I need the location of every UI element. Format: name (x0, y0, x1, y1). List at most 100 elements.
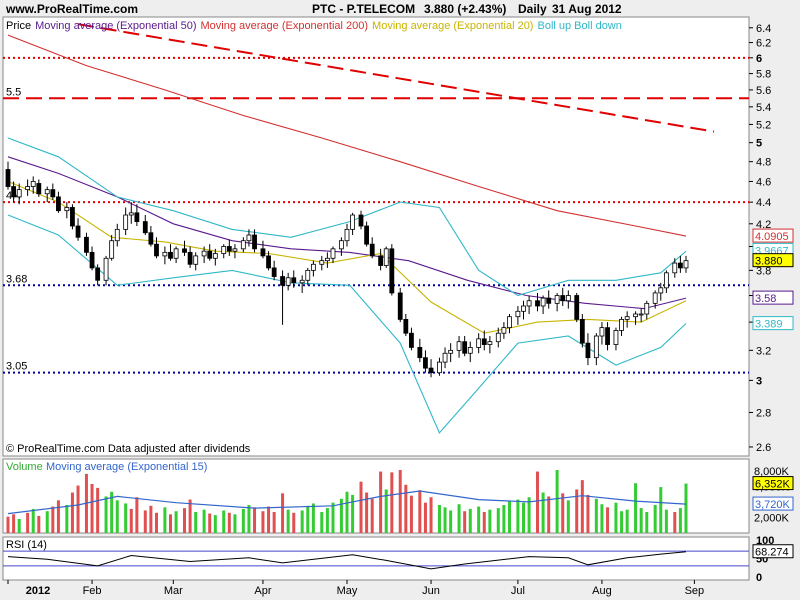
volume-bar-80 (527, 497, 531, 533)
candle-body-102 (672, 262, 678, 274)
candle-body-23 (154, 243, 159, 257)
candle-body-68 (448, 349, 454, 354)
volume-ma-badge-box (752, 496, 794, 511)
candle-body-0 (5, 169, 11, 187)
rsi-polyline (7, 551, 687, 570)
resistance-trendline (77, 23, 715, 133)
candle-body-28 (187, 251, 193, 265)
candle-body-79 (521, 305, 526, 312)
candle-body-74 (487, 341, 493, 345)
site-name[interactable]: www.ProRealTime.com (5, 2, 138, 16)
volume-bar-13 (90, 484, 94, 533)
volume-bar-99 (653, 505, 657, 533)
volume-bar-76 (502, 505, 506, 533)
volume-bar-19 (129, 508, 133, 533)
price-badge-label-3: 3.58 (755, 293, 776, 305)
volume-bar-6 (45, 511, 49, 533)
volume-bar-3 (26, 512, 30, 533)
x-tick-label-3: Apr (254, 585, 271, 597)
candle-body-97 (638, 313, 644, 316)
volume-bar-21 (143, 510, 147, 533)
candle-body-98 (644, 302, 650, 315)
price-badge-label-0: 4.0905 (755, 231, 789, 243)
volume-bar-74 (488, 509, 492, 533)
volume-bar-79 (521, 502, 525, 533)
volume-bar-75 (496, 508, 500, 533)
price-panel[interactable] (2, 16, 750, 457)
volume-bar-28 (188, 499, 192, 533)
candle-body-73 (481, 338, 487, 345)
volume-bar-94 (620, 511, 624, 533)
candle-body-89 (585, 342, 591, 359)
volume-bar-83 (547, 496, 551, 533)
price-badge-label-2: 3.880 (755, 256, 783, 268)
volume-ma-badge-label: 3,720K (755, 499, 791, 511)
volume-ma-polyline (7, 490, 687, 515)
indicator-line-3 (7, 180, 687, 334)
candle-body-16 (109, 240, 115, 259)
x-tick-label-0: 2012 (26, 585, 50, 597)
candle-body-22 (148, 232, 154, 245)
candle-body-87 (574, 295, 580, 320)
price-legend: Price Moving average (Exponential 50) Movi… (6, 20, 622, 32)
volume-bar-1 (12, 514, 16, 533)
candle-body-83 (546, 297, 552, 304)
x-tick-label-1: Feb (83, 585, 102, 597)
rsi-lines (3, 550, 749, 570)
volume-bar-20 (135, 497, 139, 533)
price-tick-label-16: 3.2 (756, 345, 771, 357)
volume-bar-34 (227, 512, 231, 533)
volume-bar-38 (253, 507, 257, 533)
volume-bar-50 (331, 502, 335, 533)
volume-bar-15 (104, 496, 108, 533)
volume-bar-62 (409, 495, 413, 533)
volume-bar-84 (555, 470, 559, 533)
price-badge-label-4: 3.389 (755, 319, 783, 331)
candle-body-82 (540, 297, 546, 307)
price-tick-label-1: 6.2 (756, 38, 771, 50)
volume-bar-73 (482, 512, 486, 533)
volume-bar-86 (566, 500, 570, 533)
candle-body-100 (658, 287, 664, 294)
price-badge-box-0 (752, 228, 794, 243)
candle-body-15 (103, 257, 109, 281)
volume-tick-label-2: 2,000K (754, 512, 790, 524)
candle-body-1 (11, 186, 17, 198)
volume-bar-88 (580, 480, 584, 533)
x-tick-label-7: Aug (592, 585, 612, 597)
price-tick-label-3: 5.8 (756, 69, 771, 81)
rsi-legend-label: RSI (14) (6, 539, 47, 551)
candle-body-14 (95, 267, 101, 281)
volume-tick-label-0: 8,000K (754, 466, 790, 478)
candle-body-20 (134, 212, 140, 222)
volume-bar-87 (575, 489, 579, 533)
volume-bar-65 (429, 497, 433, 533)
candle-body-84 (554, 295, 560, 304)
volume-bar-93 (614, 502, 618, 533)
candle-body-31 (207, 250, 213, 259)
volume-bar-10 (70, 492, 74, 533)
volume-bar-81 (536, 471, 540, 533)
volume-bar-33 (222, 510, 226, 533)
candle-body-78 (515, 310, 521, 318)
candle-body-44 (291, 277, 297, 284)
price-tick-label-9: 4.6 (756, 176, 771, 188)
volume-bar-66 (437, 505, 441, 533)
candle-body-56 (369, 243, 375, 257)
volume-bar-82 (541, 492, 545, 533)
indicator-line-5 (7, 214, 687, 434)
x-tick-label-2: Mar (164, 585, 183, 597)
price-tick-label-5: 5.4 (756, 102, 771, 114)
candle-body-39 (260, 248, 266, 257)
volume-bar-96 (634, 483, 638, 533)
volume-bar-46 (306, 505, 310, 533)
candle-body-72 (476, 338, 482, 348)
volume-bar-53 (351, 494, 355, 533)
candle-body-66 (437, 361, 442, 374)
volume-ma-legend-label: Moving average (Exponential 15) (46, 461, 207, 473)
price-candles (5, 161, 689, 378)
volume-bar-4 (31, 508, 35, 533)
volume-bar-51 (339, 498, 343, 533)
volume-panel[interactable] (2, 458, 750, 534)
